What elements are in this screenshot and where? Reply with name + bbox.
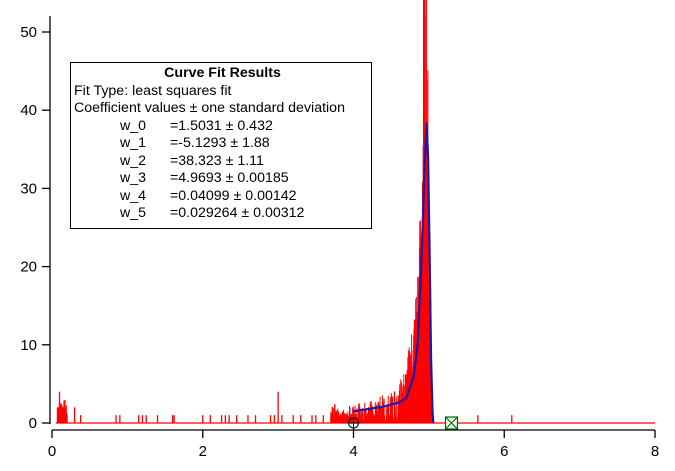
y-tick-label: 40 bbox=[20, 102, 37, 119]
y-tick-label: 0 bbox=[29, 415, 37, 432]
coefficient-header: Coefficient values ± one standard deviat… bbox=[74, 100, 345, 116]
x-tick-label: 6 bbox=[500, 443, 508, 460]
fit-type-label: Fit Type: least squares fit bbox=[74, 82, 232, 99]
coefficient-value: =4.9693 ± 0.00185 bbox=[170, 170, 289, 186]
fit-results-title: Curve Fit Results bbox=[164, 65, 281, 81]
cursor-b-square-x-icon[interactable] bbox=[444, 416, 459, 430]
graph-cursors[interactable] bbox=[347, 416, 459, 431]
curve-fit-results-box[interactable]: Curve Fit Results Fit Type: least square… bbox=[70, 62, 372, 229]
coefficient-row: w_0 =1.5031 ± 0.432 bbox=[74, 118, 371, 136]
coefficient-row: w_1 =-5.1293 ± 1.88 bbox=[74, 135, 371, 153]
coefficient-name: w_1 bbox=[120, 135, 147, 151]
coefficient-name: w_5 bbox=[120, 205, 147, 221]
tick-marks: 0 2 4 6 8 0 10 20 30 40 50 bbox=[20, 24, 659, 460]
coefficient-value: =1.5031 ± 0.432 bbox=[170, 117, 273, 134]
y-tick-label: 20 bbox=[20, 259, 37, 276]
coefficient-row: w_4 =0.04099 ± 0.00142 bbox=[74, 188, 371, 206]
coefficient-name: w_4 bbox=[120, 187, 147, 204]
fit-curve bbox=[353, 122, 435, 424]
coefficient-value: =38.323 ± 1.11 bbox=[170, 152, 264, 169]
cursor-a-crosshair-icon[interactable] bbox=[347, 417, 360, 431]
coefficient-name: w_0 bbox=[120, 117, 147, 134]
coefficient-value: =0.04099 ± 0.00142 bbox=[170, 187, 297, 204]
coefficient-row: w_5 =0.029264 ± 0.00312 bbox=[74, 205, 371, 223]
coefficient-name: w_3 bbox=[120, 170, 147, 186]
coefficient-value: =0.029264 ± 0.00312 bbox=[170, 205, 305, 221]
coefficient-name: w_2 bbox=[120, 152, 147, 169]
coefficient-row: w_2 =38.323 ± 1.11 bbox=[74, 153, 371, 171]
x-tick-label: 4 bbox=[349, 443, 357, 460]
y-tick-label: 10 bbox=[20, 337, 37, 354]
coefficient-value: =-5.1293 ± 1.88 bbox=[170, 135, 270, 151]
x-tick-label: 2 bbox=[199, 443, 207, 460]
coefficient-row: w_3 =4.9693 ± 0.00185 bbox=[74, 170, 371, 188]
x-tick-label: 0 bbox=[48, 443, 56, 460]
y-tick-label: 30 bbox=[20, 180, 37, 197]
y-tick-label: 50 bbox=[20, 24, 37, 41]
x-tick-label: 8 bbox=[651, 443, 659, 460]
